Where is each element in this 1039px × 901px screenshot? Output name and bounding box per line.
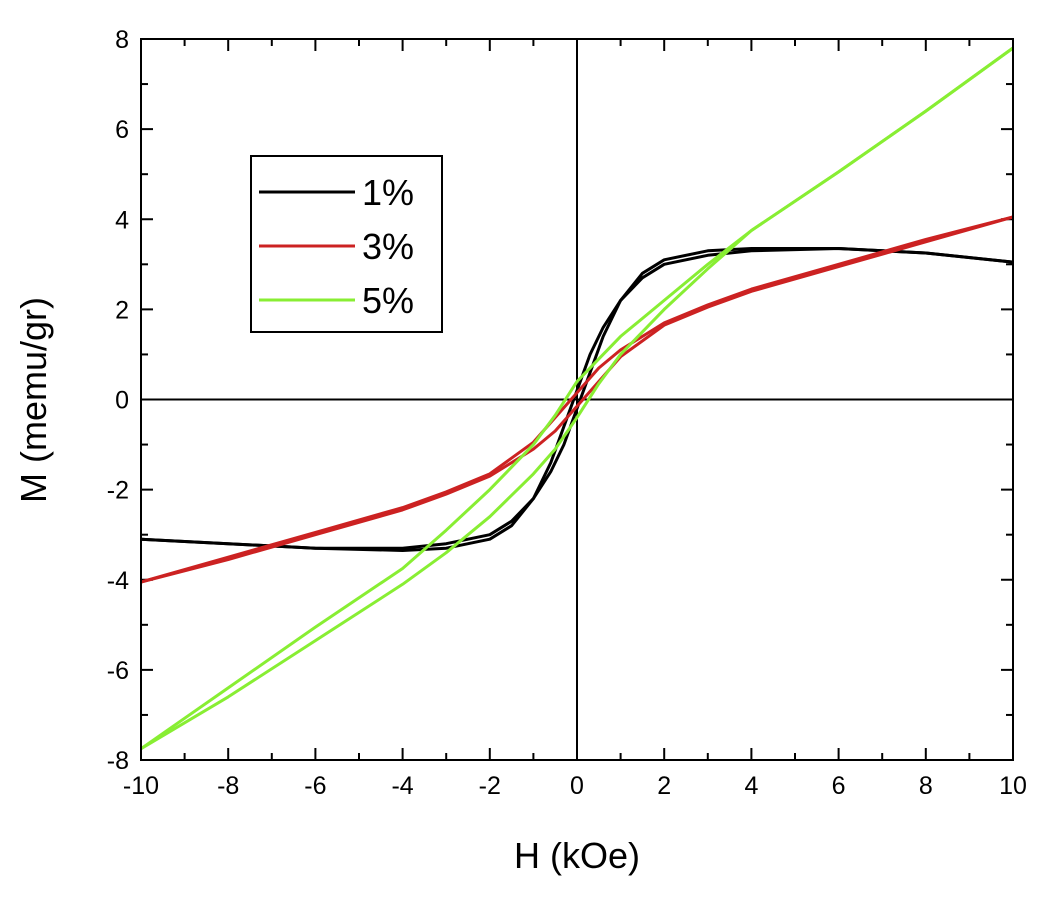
series-layer xyxy=(140,46,1014,750)
y-tick-label: -8 xyxy=(107,747,129,775)
y-tick-label: -4 xyxy=(107,567,129,595)
series-2 xyxy=(140,46,1014,750)
x-tick-label: -4 xyxy=(391,772,413,800)
x-tick-label: -10 xyxy=(123,772,159,800)
x-tick-label: 0 xyxy=(570,772,584,800)
x-tick-label: -8 xyxy=(217,772,239,800)
series-1-branch-1 xyxy=(140,215,1014,584)
y-tick-label: 4 xyxy=(115,206,129,234)
x-tick-label: -2 xyxy=(479,772,501,800)
series-1-branch-0 xyxy=(140,215,1014,584)
series-2-branch-1 xyxy=(140,46,1014,750)
legend-label-1: 3% xyxy=(362,226,414,267)
y-tick-label: 6 xyxy=(115,116,129,144)
x-tick-label: 8 xyxy=(919,772,933,800)
y-tick-label: 2 xyxy=(115,296,129,324)
y-tick-label: 8 xyxy=(115,26,129,54)
plot-frame xyxy=(140,38,1014,761)
series-1 xyxy=(140,215,1014,584)
x-axis-title: H (kOe) xyxy=(514,835,640,876)
zero-lines xyxy=(141,39,1013,760)
x-tick-label: 6 xyxy=(832,772,846,800)
legend-box xyxy=(250,155,443,333)
y-axis-title: M (memu/gr) xyxy=(13,297,54,503)
legend: 1% 3% 5% xyxy=(250,155,443,333)
legend-label-2: 5% xyxy=(362,280,414,321)
y-tick-label: -2 xyxy=(107,477,129,505)
x-tick-label: -6 xyxy=(304,772,326,800)
y-tick-label: 0 xyxy=(115,387,129,415)
legend-label-0: 1% xyxy=(362,172,414,213)
x-tick-label: 4 xyxy=(744,772,758,800)
x-tick-label: 2 xyxy=(657,772,671,800)
y-tick-label: -6 xyxy=(107,657,129,685)
x-tick-label: 10 xyxy=(999,772,1027,800)
